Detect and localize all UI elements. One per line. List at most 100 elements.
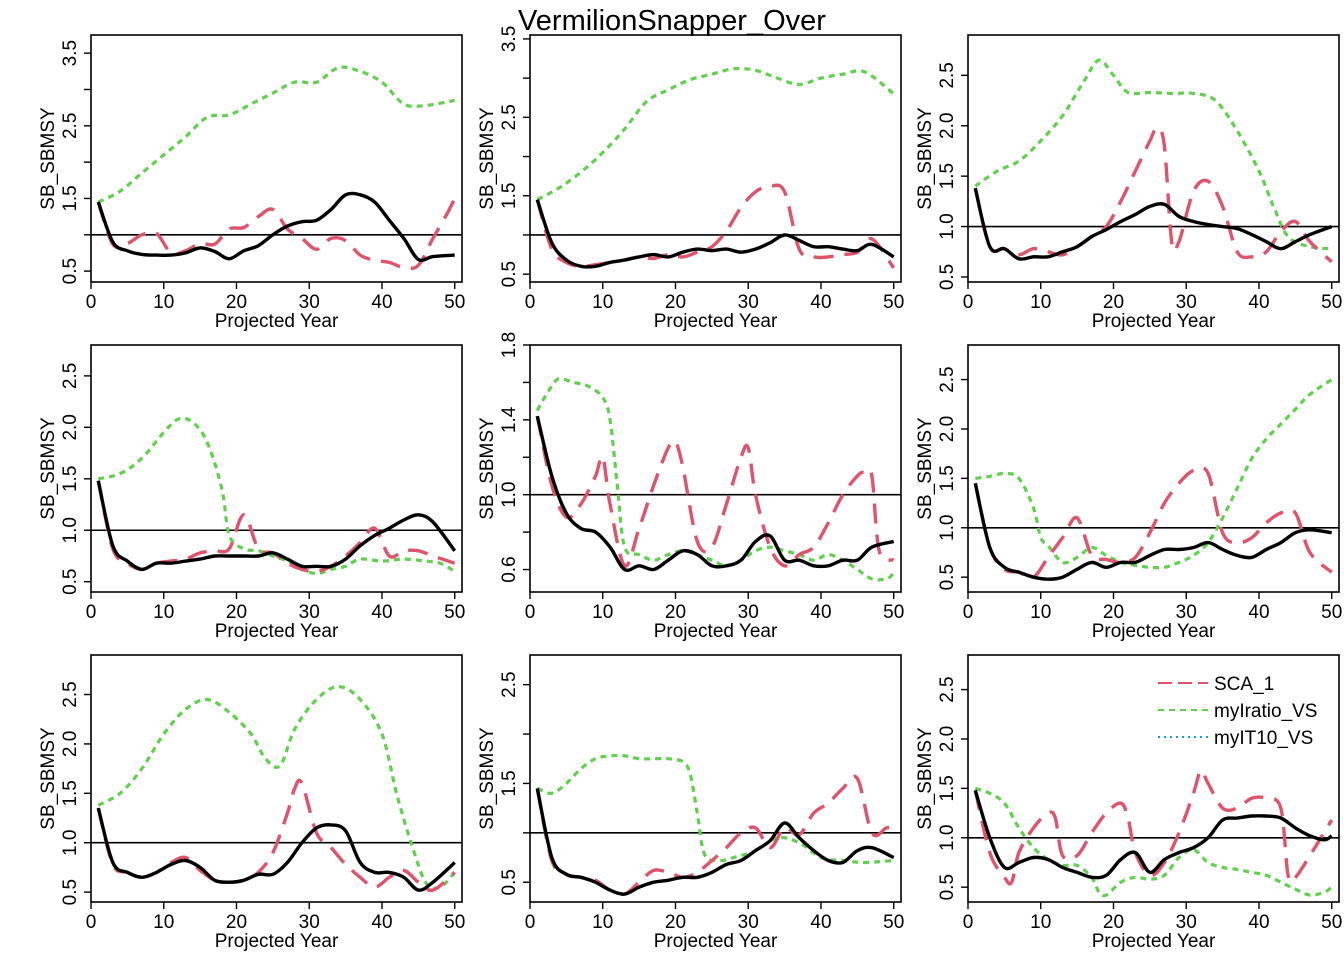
x-tick-label: 10 (1030, 602, 1051, 623)
y-tick-label: 2.5 (937, 62, 958, 88)
x-tick-label: 30 (1176, 292, 1197, 313)
x-tick-label: 30 (738, 292, 759, 313)
x-axis-label: Projected Year (1092, 931, 1216, 952)
plot-frame (529, 654, 902, 903)
x-tick-label: 20 (665, 602, 686, 623)
x-tick-label: 20 (1103, 292, 1124, 313)
series-line-sca (535, 774, 894, 897)
y-tick-label: 2.0 (937, 416, 958, 442)
x-tick-label: 50 (444, 292, 465, 313)
chart-title: VermilionSnapper_Over (518, 5, 826, 37)
y-tick-label: 2.5 (499, 671, 520, 697)
y-tick-label: 2.0 (937, 113, 958, 139)
series-line-sca (96, 197, 457, 271)
x-tick-label: 0 (525, 292, 536, 313)
x-tick-label: 0 (525, 912, 536, 933)
x-tick-label: 50 (883, 292, 904, 313)
x-tick-label: 40 (1248, 602, 1269, 623)
y-tick-label: 1.5 (937, 775, 958, 801)
panel-5: 0 10 20 30 40 50 Projected Year 0.6 1.0 1.4 1.8 SB_… (477, 332, 904, 642)
x-tick-label: 50 (1321, 292, 1342, 313)
x-tick-label: 20 (1103, 602, 1124, 623)
y-tick-label: 1.0 (937, 515, 958, 541)
legend-label: myIT10_VS (1214, 728, 1313, 749)
series-line-iratio (975, 378, 1333, 570)
series-line-iratio (97, 65, 455, 204)
x-tick-label: 40 (371, 912, 392, 933)
y-tick-label: 0.5 (937, 264, 958, 290)
legend-label: myIratio_VS (1214, 701, 1317, 722)
x-tick-label: 40 (1248, 292, 1269, 313)
y-tick-label: 1.5 (60, 185, 81, 211)
x-tick-label: 40 (810, 912, 831, 933)
series-line-sca (973, 126, 1333, 264)
y-tick-label: 1.8 (499, 332, 520, 358)
series-line-base (535, 415, 895, 572)
x-tick-label: 50 (1321, 912, 1342, 933)
x-tick-label: 30 (738, 912, 759, 933)
y-axis-label: SB_SBMSY (38, 107, 59, 210)
panel-4: 0 10 20 30 40 50 Projected Year 0.5 1.0 1.5 2.0 2.5… (38, 344, 465, 642)
x-tick-label: 10 (153, 292, 174, 313)
plot-frame (967, 344, 1340, 593)
x-tick-label: 40 (371, 292, 392, 313)
series-line-base (973, 187, 1333, 261)
x-axis-label: Projected Year (215, 931, 339, 952)
x-tick-label: 50 (444, 602, 465, 623)
plot-frame (529, 34, 902, 283)
x-tick-label: 0 (86, 912, 97, 933)
x-tick-label: 10 (1030, 292, 1051, 313)
y-tick-label: 1.0 (937, 213, 958, 239)
y-tick-label: 1.5 (937, 465, 958, 491)
x-tick-label: 10 (153, 602, 174, 623)
series-line-base (96, 191, 455, 263)
panel-6: 0 10 20 30 40 50 Projected Year 0.5 1.0 1.5 2.0 2.5… (915, 344, 1342, 642)
y-tick-label: 1.5 (60, 780, 81, 806)
x-axis-label: Projected Year (654, 931, 778, 952)
x-tick-label: 10 (1030, 912, 1051, 933)
y-tick-label: 0.6 (499, 556, 520, 582)
x-axis-label: Projected Year (215, 311, 339, 332)
y-axis-label: SB_SBMSY (477, 417, 498, 520)
x-axis-label: Projected Year (1092, 621, 1216, 642)
series-line-base (96, 807, 456, 892)
x-tick-label: 20 (1103, 912, 1124, 933)
panel-8: 0 10 20 30 40 50 Projected Year 0.5 1.5 2.5 SB_SBM… (477, 654, 904, 952)
y-tick-label: 0.5 (60, 879, 81, 905)
y-tick-label: 1.0 (937, 825, 958, 851)
y-axis-label: SB_SBMSY (915, 417, 936, 520)
series-line-base (973, 789, 1333, 880)
legend-item: myIratio_VS (1158, 701, 1317, 722)
series-line-base (535, 788, 895, 896)
series-line-iratio (536, 66, 895, 202)
x-tick-label: 50 (1321, 602, 1342, 623)
series-line-sca (535, 183, 896, 269)
y-tick-label: 1.0 (60, 830, 81, 856)
series-line-iratio (536, 753, 894, 865)
plot-frame (90, 654, 463, 903)
y-tick-label: 1.0 (499, 481, 520, 507)
y-tick-label: 0.5 (60, 258, 81, 284)
x-tick-label: 20 (226, 292, 247, 313)
x-tick-label: 0 (86, 292, 97, 313)
x-tick-label: 10 (592, 912, 613, 933)
legend-item: myIT10_VS (1158, 728, 1313, 749)
x-tick-label: 20 (226, 912, 247, 933)
x-tick-label: 0 (525, 602, 536, 623)
x-tick-label: 30 (738, 602, 759, 623)
x-tick-label: 40 (371, 602, 392, 623)
x-tick-label: 50 (883, 912, 904, 933)
legend: SCA_1 myIratio_VS myIT10_VS (1158, 674, 1317, 749)
series-line-sca (973, 465, 1333, 580)
x-tick-label: 30 (1176, 602, 1197, 623)
series-line-iratio (97, 416, 456, 576)
series-line-iratio (974, 786, 1333, 898)
x-tick-label: 30 (299, 292, 320, 313)
x-tick-label: 10 (153, 912, 174, 933)
series-line-base (535, 199, 895, 269)
y-tick-label: 1.4 (499, 406, 520, 433)
legend-label: SCA_1 (1214, 674, 1274, 695)
series-line-sca (535, 415, 895, 568)
y-axis-label: SB_SBMSY (915, 107, 936, 210)
y-tick-label: 0.5 (937, 564, 958, 590)
